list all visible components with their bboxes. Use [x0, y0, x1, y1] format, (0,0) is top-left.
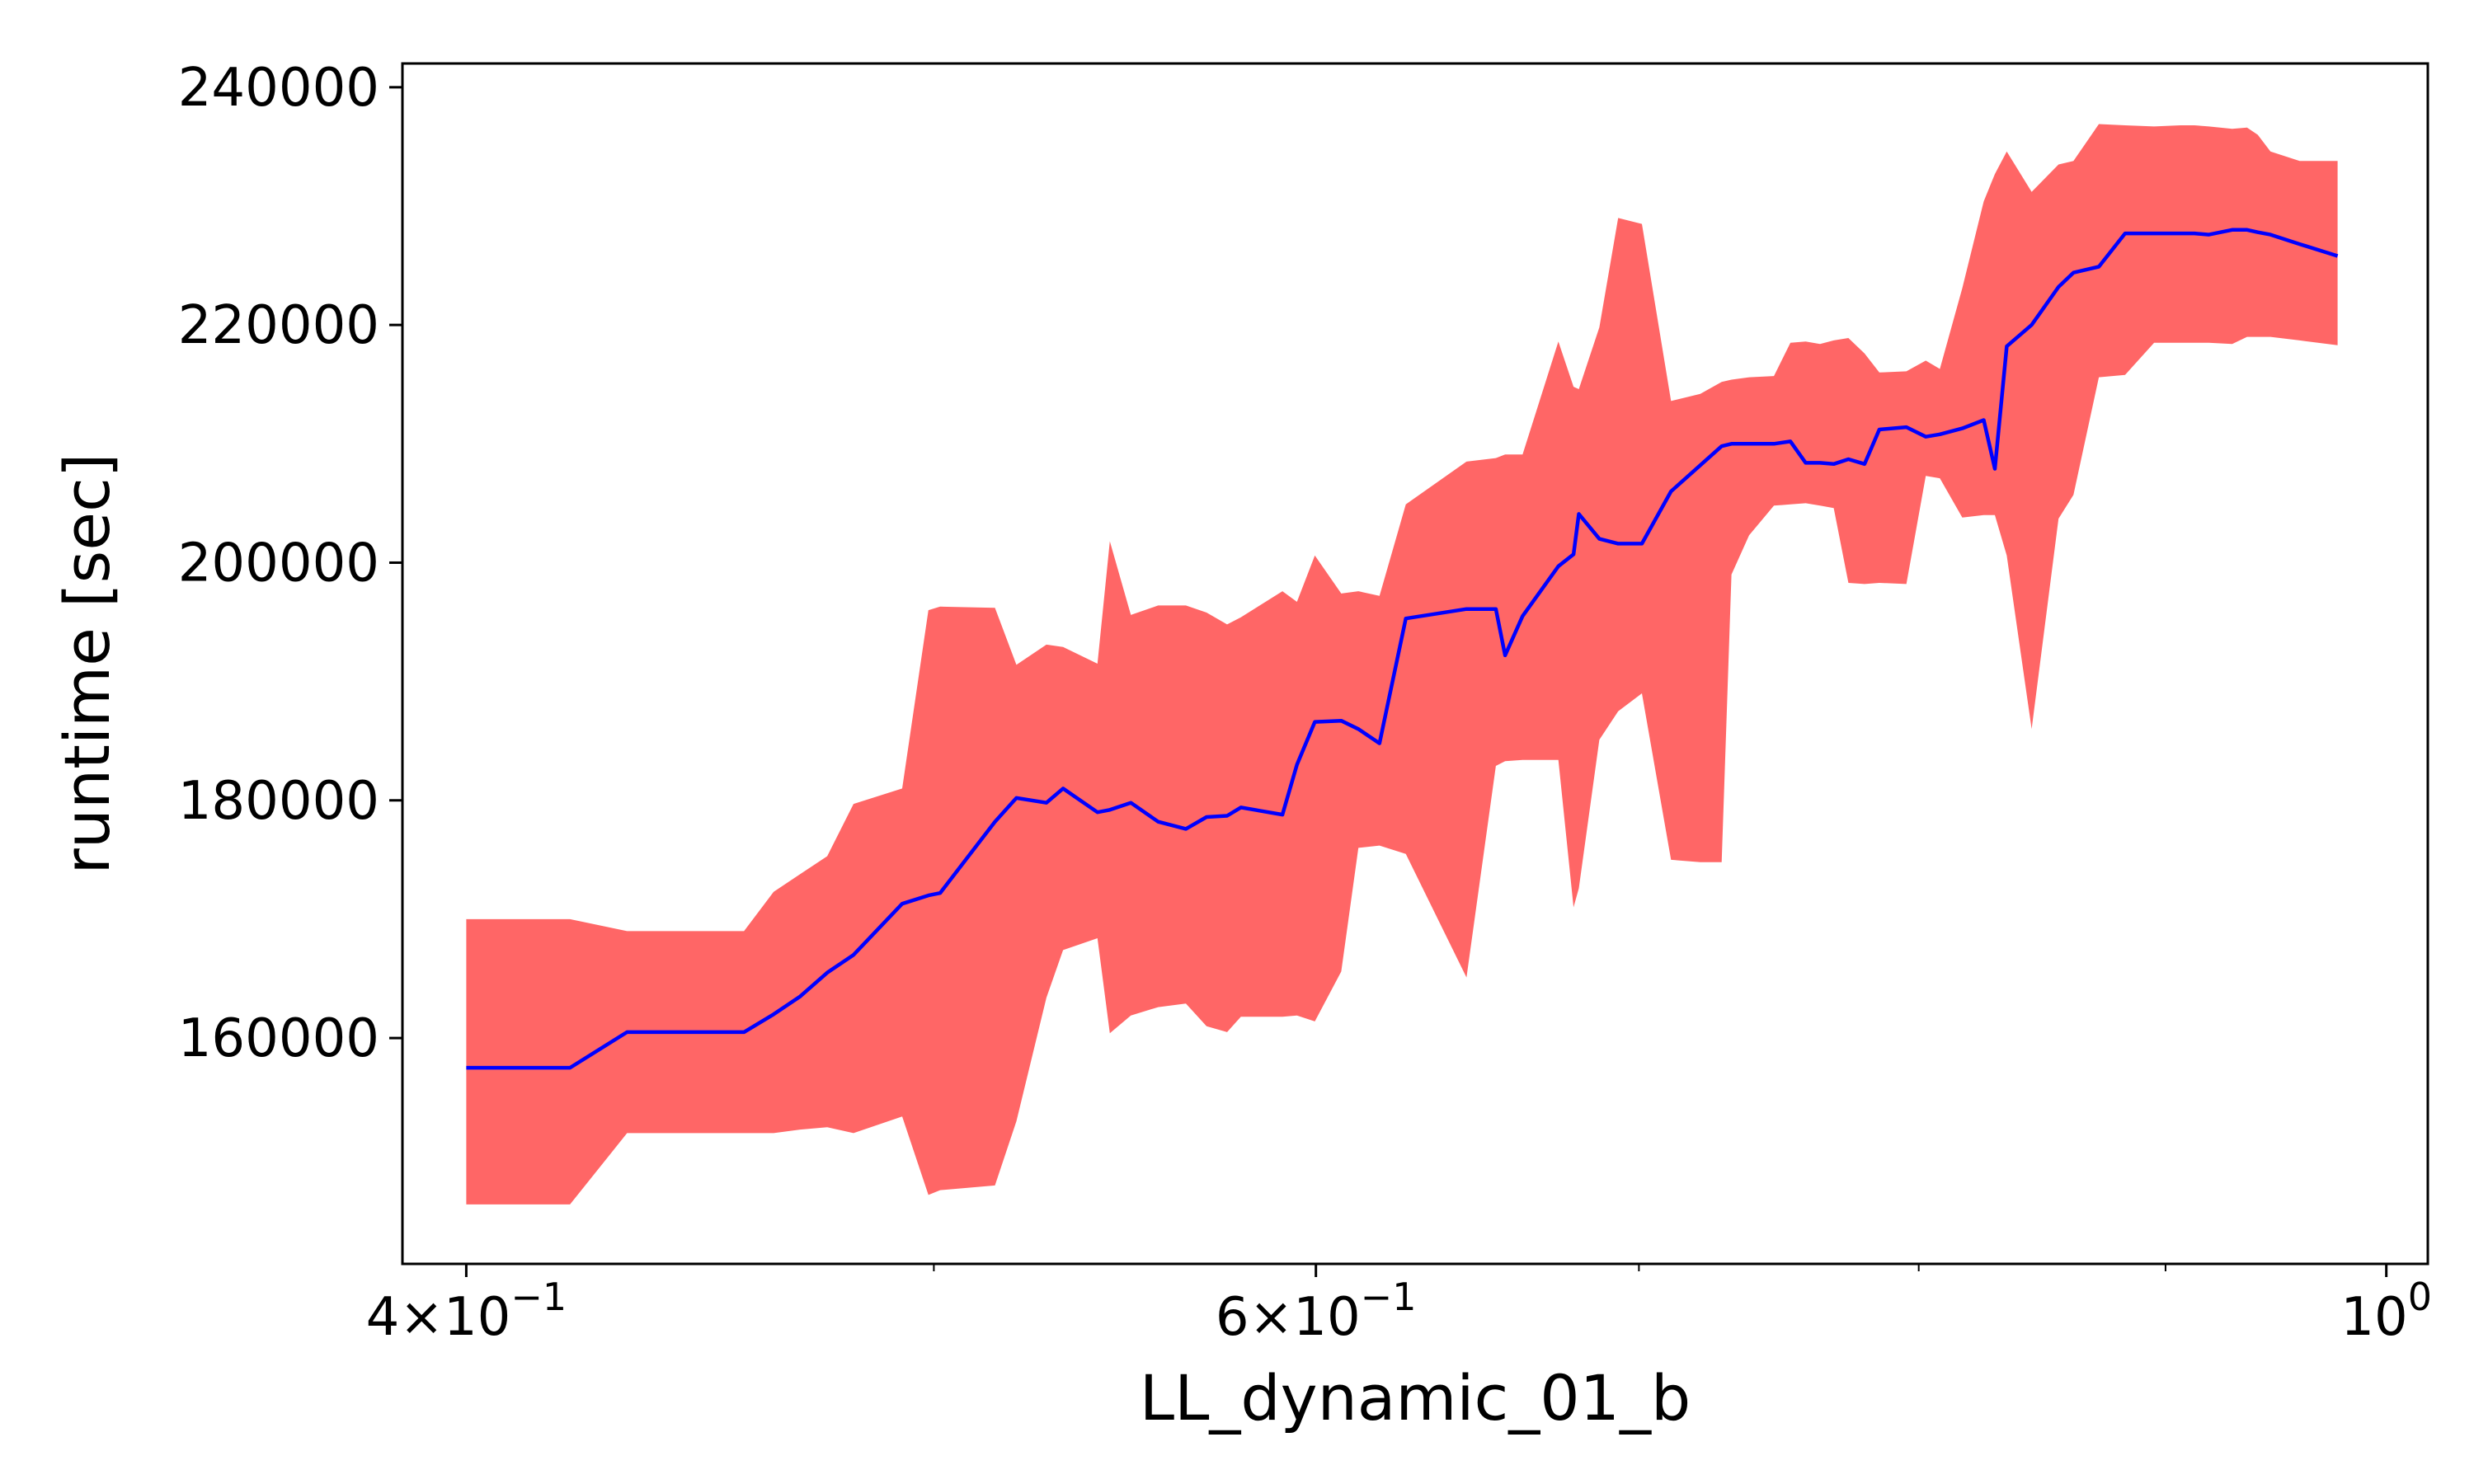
x-axis-ticks: 4×10−1 6×10−1 100	[366, 1264, 2432, 1348]
y-tick-label: 220000	[178, 295, 379, 356]
x-tick-label-base: 10	[2340, 1287, 2407, 1348]
x-tick-label: 6×10−1	[1216, 1275, 1417, 1348]
y-tick-label: 160000	[178, 1008, 379, 1069]
confidence-band-layer	[466, 124, 2338, 1205]
y-axis-title: runtime [sec]	[50, 453, 124, 875]
x-tick-label-exponent: −1	[1361, 1275, 1417, 1319]
x-tick-label-base: 4×10	[366, 1287, 511, 1348]
x-tick-label: 100	[2340, 1275, 2432, 1348]
x-tick-label: 4×10−1	[366, 1275, 567, 1348]
plot-area-frame	[401, 62, 2429, 1266]
x-tick-label-exponent: 0	[2408, 1275, 2432, 1319]
x-tick-label-base: 6×10	[1216, 1287, 1361, 1348]
y-tick-label: 240000	[178, 58, 379, 119]
x-tick-label-exponent: −1	[510, 1275, 567, 1319]
y-axis-ticks: 160000 180000 200000 220000 240000	[178, 58, 402, 1069]
y-tick-label: 180000	[178, 771, 379, 832]
x-axis-title: LL_dynamic_01_b	[1140, 1361, 1691, 1435]
mean-line-layer	[466, 228, 2339, 1070]
runtime-range-band	[466, 124, 2338, 1205]
y-tick-label: 200000	[178, 533, 379, 594]
mean-runtime-line	[466, 228, 2339, 1070]
